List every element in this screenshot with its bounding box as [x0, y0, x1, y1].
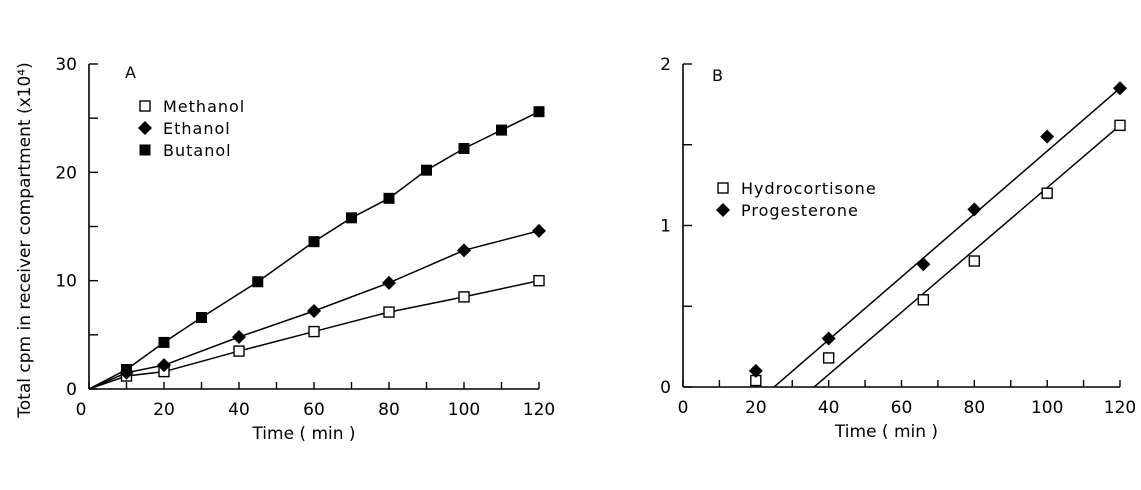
- data-point: [458, 143, 470, 154]
- series-line: [88, 230, 540, 390]
- legend-label: Methanol: [163, 97, 245, 116]
- data-point: [196, 312, 207, 323]
- x-tick-label: 60: [891, 398, 913, 418]
- data-point: [383, 192, 395, 204]
- series-line: [88, 279, 540, 390]
- legend-label: Butanol: [163, 141, 232, 160]
- data-point: [917, 294, 930, 306]
- series-hydrocortisone: [750, 119, 1126, 388]
- data-point: [532, 223, 546, 238]
- x-axis-label: Time ( min ): [834, 422, 938, 442]
- data-point: [252, 276, 264, 288]
- legend-label: Hydrocortisone: [741, 179, 877, 198]
- panel-label: B: [712, 66, 723, 85]
- data-point: [308, 236, 320, 248]
- series-ethanol: [88, 223, 546, 390]
- data-point: [382, 275, 396, 290]
- series-butanol: [88, 106, 545, 390]
- data-point: [346, 212, 357, 224]
- y-tick-label: 2: [660, 55, 671, 75]
- legend-label: Progesterone: [741, 201, 859, 220]
- data-point: [967, 202, 982, 217]
- x-tick-label: 60: [303, 400, 325, 420]
- series-progesterone: [748, 81, 1127, 388]
- data-point: [533, 106, 545, 118]
- fit-line: [813, 124, 1121, 388]
- legend-marker: [138, 121, 152, 135]
- data-point: [496, 124, 507, 136]
- data-point: [1114, 119, 1126, 132]
- data-point: [821, 331, 836, 346]
- x-tick-label: 120: [1104, 398, 1136, 418]
- data-point: [158, 336, 170, 348]
- x-tick-label: 0: [76, 400, 87, 420]
- data-point: [1040, 129, 1055, 144]
- data-point: [121, 364, 132, 375]
- y-tick-label: 30: [55, 55, 77, 75]
- legend-marker: [717, 182, 729, 194]
- series-methanol: [88, 274, 545, 390]
- data-point: [233, 345, 245, 357]
- data-point: [308, 325, 320, 338]
- x-tick-label: 0: [678, 398, 689, 418]
- y-tick-label: 20: [55, 163, 77, 183]
- y-tick-label: 0: [66, 380, 77, 400]
- panel-a: 0 10 20 30 0 20 40 60 80 100 120 Time ( min ) A Metha…: [55, 55, 555, 444]
- x-tick-label: 40: [818, 398, 840, 418]
- x-tick-label: 100: [1031, 398, 1063, 418]
- data-point: [748, 363, 763, 378]
- data-point: [307, 304, 321, 318]
- data-point: [457, 243, 471, 258]
- data-point: [421, 164, 432, 176]
- data-point: [383, 306, 395, 318]
- legend-marker: [139, 144, 151, 156]
- y-tick-label: 1: [660, 217, 671, 237]
- x-axis-label: Time ( min ): [251, 424, 355, 444]
- data-point: [916, 257, 931, 272]
- y-tick-label: 0: [660, 378, 671, 398]
- data-point: [232, 330, 246, 344]
- y-axis-label: Total cpm in receiver compartment (x10⁴): [15, 62, 35, 418]
- x-tick-label: 120: [523, 400, 555, 420]
- data-point: [822, 352, 835, 364]
- x-tick-label: 80: [378, 400, 400, 420]
- legend-label: Ethanol: [163, 119, 231, 138]
- x-tick-label: 20: [745, 398, 767, 418]
- data-point: [968, 255, 981, 267]
- x-tick-label: 80: [964, 398, 986, 418]
- x-tick-label: 20: [153, 400, 175, 420]
- data-point: [533, 274, 545, 287]
- data-point: [1041, 187, 1053, 199]
- y-tick-label: 10: [55, 272, 77, 292]
- data-point: [458, 291, 470, 303]
- data-point: [1113, 81, 1127, 96]
- legend-marker: [716, 203, 730, 217]
- x-tick-label: 100: [448, 400, 480, 420]
- panel-label: A: [125, 63, 136, 82]
- legend-marker: [139, 100, 151, 112]
- data-point: [157, 358, 171, 373]
- series-line: [88, 110, 540, 390]
- x-tick-label: 40: [228, 400, 250, 420]
